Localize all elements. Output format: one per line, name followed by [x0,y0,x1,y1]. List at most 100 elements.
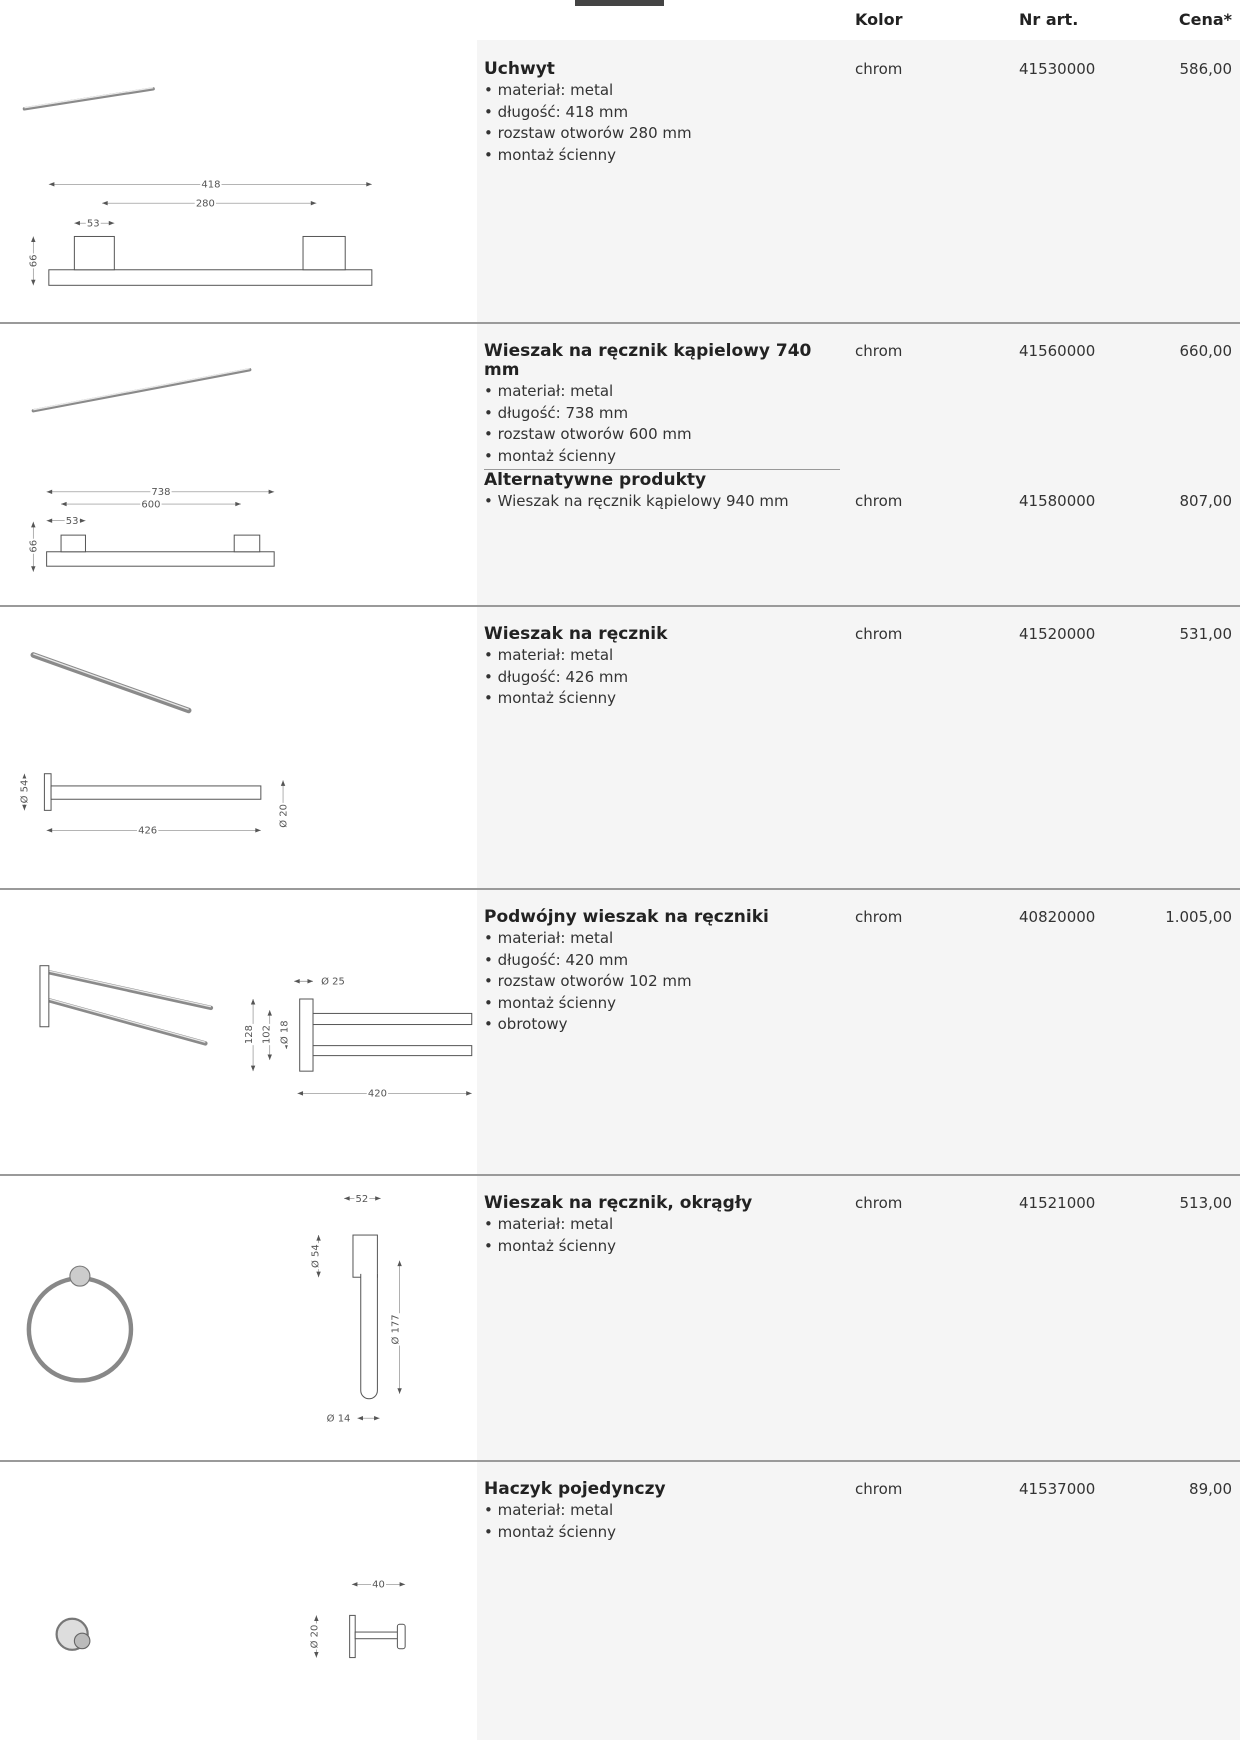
alternatives-title: Alternatywne produkty [484,470,707,490]
column-header: Nr art. [1019,10,1079,29]
product-name: Podwójny wieszak na ręczniki [484,907,769,927]
product-description: Uchwyt • materiał: metal • długość: 418 mm… [484,60,829,166]
drawing-part [233,534,261,553]
product-feature: • długość: 426 mm [484,667,629,686]
label-background [278,1019,291,1046]
dimension-label: 600 [141,499,160,510]
product-price: 1.005,00 [1165,908,1232,926]
product-feature: • rozstaw otworów 280 mm [484,124,692,143]
alternative-name: • Wieszak na ręcznik kąpielowy 940 mm [484,492,789,510]
product-price: 531,00 [1179,625,1233,643]
description-background [477,888,1240,1174]
product-photo [33,653,189,710]
drawing-part [60,534,86,553]
product-article: 40820000 [1019,908,1096,926]
label-background [354,1193,370,1205]
column-header: Kolor [855,10,903,29]
drawing-group: 40 Ø 20 [55,1579,406,1659]
product-photo [22,87,155,111]
product-photo [44,997,206,1043]
dimension-label: Ø 54 [19,780,31,804]
product-feature: • montaż ścienny [484,145,616,164]
label-background [366,1088,389,1100]
drawing-part [312,1012,473,1026]
description-background [477,322,1240,605]
product-color: chrom [855,342,903,360]
drawing-part [360,1273,378,1400]
label-background [140,499,162,511]
product-feature: • materiał: metal [484,929,614,947]
drawing-part [349,1614,356,1659]
row-separator [0,1174,1240,1176]
product-drawing: 418 280 53 66 [22,87,373,286]
product-row: Wieszak na ręcznik kąpielowy 740 mm • mat… [0,322,1240,605]
label-background [371,1579,386,1591]
drawing-part [396,1623,406,1650]
product-article: 41530000 [1019,60,1096,78]
description-background [477,605,1240,888]
product-feature: • materiał: metal [484,1501,614,1519]
product-photo [33,367,250,411]
dimension-label: Ø 20 [277,804,289,828]
product-row: Podwójny wieszak na ręczniki • materiał: … [0,888,1240,1174]
product-drawing: Ø 25 128 102 Ø 18 420 [39,965,473,1100]
product-photo [42,969,214,1011]
row-separator [0,605,1240,607]
top-tab [575,0,664,6]
product-price: 89,00 [1189,1480,1232,1498]
product-color: chrom [855,625,903,643]
product-drawing: 40 Ø 20 [55,1579,406,1659]
drawing-group: 418 280 53 66 [22,87,373,286]
column-header: Cena* [1178,10,1232,29]
description-background [477,40,1240,322]
drawing-part [73,235,115,271]
arrow [267,1010,272,1061]
arrow [357,1415,380,1421]
product-color: chrom [855,908,903,926]
alternative-color: chrom [855,492,903,510]
alternative-price: 807,00 [1179,492,1233,510]
dimension-label: 52 [356,1194,369,1205]
product-feature: • montaż ścienny [484,993,616,1012]
drawing-part [354,1631,401,1640]
dimension-label: Ø 14 [327,1413,351,1425]
label-background [150,487,172,499]
dimension-label: 66 [29,540,40,553]
label-background [261,1023,273,1046]
drawing-part [43,773,52,811]
drawing-part [48,269,373,286]
label-background [194,198,216,210]
product-feature: • obrotowy [484,1015,568,1034]
dimension-label: Ø 18 [278,1020,290,1044]
description-background [477,1174,1240,1460]
dimension-label: 420 [368,1089,387,1100]
product-feature: • montaż ścienny [484,1236,616,1255]
drawing-group: Ø 54 426 Ø 20 [18,652,289,837]
product-photo [44,969,212,1008]
row-separator [0,1460,1240,1462]
product-drawing: 52 Ø 54 Ø 177 Ø 14 [26,1193,402,1425]
dimension-label: Ø 177 [389,1314,401,1344]
product-feature: • materiał: metal [484,646,614,664]
product-photo [31,368,252,413]
product-feature: • długość: 738 mm [484,403,629,422]
dimension-label: 53 [66,516,79,527]
label-background [243,1023,255,1046]
row-separator [0,888,1240,890]
product-row: Uchwyt • materiał: metal • długość: 418 mm… [0,40,1240,322]
product-color: chrom [855,1480,903,1498]
product-name: Wieszak na ręcznik kąpielowy 740 mm [484,341,812,380]
product-description: Wieszak na ręcznik, okrągły • materiał: m… [484,1194,829,1257]
product-color: chrom [855,1194,903,1212]
arrow [31,236,36,286]
drawing-part [312,1045,473,1057]
label-background [309,1243,322,1270]
label-background [320,975,346,988]
drawing-part [50,785,262,800]
product-name: Uchwyt [484,59,555,79]
product-row: Haczyk pojedynczy • materiał: metal • mont… [0,1460,1240,1740]
product-feature: • montaż ścienny [484,1522,616,1541]
